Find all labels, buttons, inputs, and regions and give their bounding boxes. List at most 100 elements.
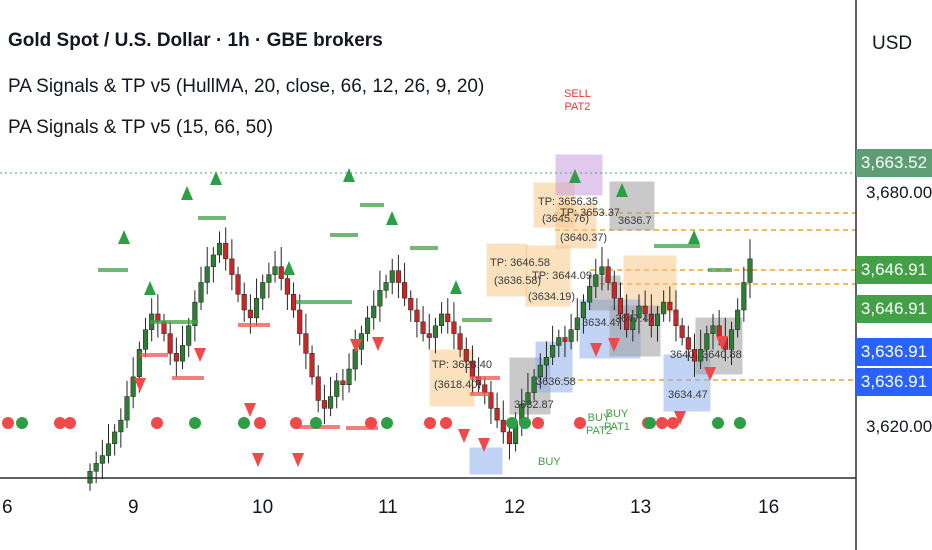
candle-body-43 (352, 349, 358, 370)
candle-body-39 (328, 396, 334, 409)
candle-body-67 (500, 419, 506, 433)
candle-body-36 (309, 353, 315, 378)
signal-up-triangle-0 (118, 230, 130, 244)
candle-body-24 (235, 274, 241, 295)
candle-body-79 (574, 317, 580, 330)
sell-pat2-annotation: SELL PAT2 (564, 88, 591, 113)
currency-label[interactable]: USD (872, 33, 913, 54)
candle-body-65 (488, 392, 494, 409)
candle-body-3 (105, 443, 112, 456)
candle-body-85 (611, 282, 617, 299)
candle-body-94 (667, 301, 673, 311)
date-tick-9: 9 (128, 497, 139, 518)
candle-body-15 (179, 345, 186, 362)
box-label-0: 3634.47 (668, 389, 708, 401)
box-label-3: 3647.47 (615, 313, 655, 325)
candle-body-5 (118, 419, 124, 433)
candle-body-106 (741, 282, 747, 311)
tp-label-3: (3640.37) (560, 232, 607, 244)
candle-body-29 (266, 274, 272, 283)
candle-body-93 (661, 301, 667, 315)
candle-body-104 (728, 329, 735, 350)
box-label-2: 3640. (670, 349, 698, 361)
candle-body-77 (562, 337, 568, 342)
level-price-label-1: 3,646.91 (856, 256, 932, 284)
signal-down-triangle-9 (590, 343, 602, 357)
candle-body-55 (426, 333, 432, 338)
candle-body-23 (229, 258, 235, 275)
signal-box-11 (695, 317, 743, 375)
signal-markers (2, 168, 746, 467)
signal-dot-green-4 (381, 417, 393, 429)
tp-label-4: TP: 3646.58 (490, 257, 550, 269)
date-tick-16: 16 (758, 497, 780, 518)
signal-up-triangle-7 (450, 280, 462, 294)
candle-body-58 (445, 313, 451, 323)
candle-body-88 (630, 317, 636, 330)
signal-dot-green-9 (734, 417, 746, 429)
candle-body-32 (284, 278, 290, 295)
signal-box-7 (609, 181, 655, 231)
candle-body-71 (525, 392, 531, 405)
candle-body-16 (186, 325, 192, 346)
signal-dot-red-5 (290, 417, 302, 429)
indicator-legend-2[interactable]: PA Signals & TP v5 (15, 66, 50) (8, 117, 274, 138)
candle-body-74 (543, 356, 549, 366)
candle-body-28 (260, 282, 266, 299)
candle-body-37 (315, 376, 321, 401)
candle-body-53 (414, 309, 420, 323)
box-label-5: 3632.87 (514, 399, 554, 411)
candle-body-52 (408, 297, 414, 311)
candle-body-97 (685, 337, 691, 350)
candle-body-40 (334, 380, 340, 397)
price-tick-3680: 3,680.00 (866, 183, 932, 202)
signal-dot-red-2 (64, 417, 76, 429)
signal-dot-red-1 (54, 417, 66, 429)
signal-up-triangle-9 (616, 183, 628, 197)
candle-body-86 (617, 297, 624, 315)
candle-body-60 (457, 333, 463, 350)
candle-body-20 (210, 254, 216, 267)
level-price-label-4: 3,636.91 (856, 368, 932, 396)
candle-body-13 (167, 333, 173, 354)
signal-down-triangle-3 (252, 453, 264, 467)
signal-up-triangle-1 (144, 281, 156, 295)
candle-body-54 (420, 321, 426, 334)
signal-up-triangle-4 (283, 261, 295, 275)
indicator-legend-1[interactable]: PA Signals & TP v5 (HullMA, 20, close, 6… (8, 76, 485, 97)
signal-dot-red-4 (254, 417, 266, 429)
box-label-7: 3636.7 (618, 215, 652, 227)
candle-body-4 (112, 431, 118, 444)
candle-body-99 (698, 349, 704, 362)
candle-body-30 (272, 266, 278, 275)
signal-up-triangle-2 (181, 186, 193, 200)
signal-dot-green-6 (519, 417, 531, 429)
signal-dot-green-2 (238, 417, 250, 429)
candle-body-76 (556, 337, 562, 346)
candle-body-91 (648, 313, 654, 326)
candle-body-92 (654, 313, 661, 326)
signal-up-triangle-3 (210, 171, 222, 185)
signal-box-3 (525, 245, 571, 307)
candle-body-26 (247, 309, 253, 319)
signal-down-triangle-1 (194, 348, 206, 362)
candle-body-17 (192, 301, 198, 326)
signal-dot-green-0 (16, 417, 28, 429)
tp-label-8: TP: 3628.40 (432, 359, 492, 371)
signal-dot-green-5 (506, 417, 518, 429)
candle-body-22 (223, 242, 229, 260)
candle-body-41 (340, 380, 346, 385)
signal-down-triangle-12 (704, 367, 716, 381)
candle-body-48 (383, 282, 389, 291)
candle-body-47 (377, 290, 383, 307)
signal-boxes (429, 154, 743, 475)
signal-box-1 (555, 203, 597, 249)
candle-body-56 (432, 325, 438, 338)
tp-label-6: TP: 3644.09 (532, 270, 592, 282)
signal-up-triangle-5 (343, 168, 355, 182)
signal-dot-red-6 (365, 417, 377, 429)
box-label-6: 3636.58 (536, 376, 576, 388)
candle-body-81 (587, 286, 593, 303)
tp-label-0: TP: 3656.35 (538, 196, 598, 208)
